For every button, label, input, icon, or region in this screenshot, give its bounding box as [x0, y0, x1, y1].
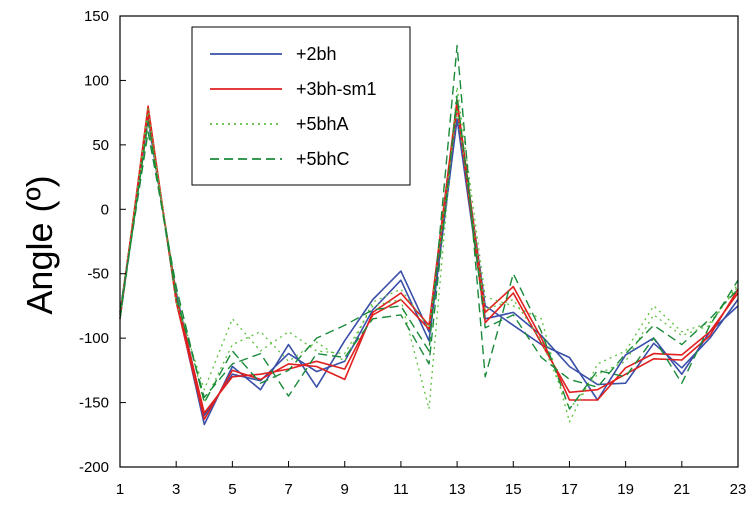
legend-label-3: +5bhA	[296, 114, 349, 134]
plot-lines	[119, 44, 739, 426]
y-tick-label: -200	[79, 459, 109, 476]
y-tick-label: 150	[84, 8, 109, 25]
x-axis: 1 3 5 7 9 11 13 15 17 19 21 23	[116, 461, 747, 498]
y-tick-label: -50	[87, 266, 109, 283]
y-tick-label: -100	[79, 330, 109, 347]
series-line-4-1	[119, 44, 739, 410]
y-tick-label: 100	[84, 72, 109, 89]
x-tick-label: 15	[505, 481, 522, 498]
legend: +2bh +3bh-sm1 +5bhA +5bhC	[191, 26, 411, 186]
x-tick-label: 11	[393, 481, 409, 498]
legend-label-2: +3bh-sm1	[296, 79, 377, 99]
x-tick-label: 9	[341, 481, 349, 498]
series-line-4-2	[119, 95, 739, 399]
series-line-2-2	[119, 105, 739, 414]
x-tick-label: 3	[172, 481, 180, 498]
plot-frame	[119, 15, 739, 468]
x-tick-label: 21	[673, 481, 690, 498]
x-tick-label: 13	[449, 481, 466, 498]
y-axis-title: Angle (º)	[19, 175, 60, 314]
x-tick-label: 17	[561, 481, 578, 498]
y-tick-label: 50	[92, 137, 109, 154]
y-tick-label: 0	[101, 201, 109, 218]
x-tick-label: 5	[228, 481, 236, 498]
x-tick-label: 19	[617, 481, 634, 498]
legend-label-4: +5bhC	[296, 149, 350, 169]
legend-label-1: +2bh	[296, 44, 337, 64]
x-tick-label: 23	[730, 481, 747, 498]
x-tick-label: 7	[284, 481, 292, 498]
y-tick-label: -150	[79, 395, 109, 412]
y-axis: -200 -150 -100 -50 0 50 100 150	[79, 8, 126, 476]
x-tick-label: 1	[116, 481, 124, 498]
